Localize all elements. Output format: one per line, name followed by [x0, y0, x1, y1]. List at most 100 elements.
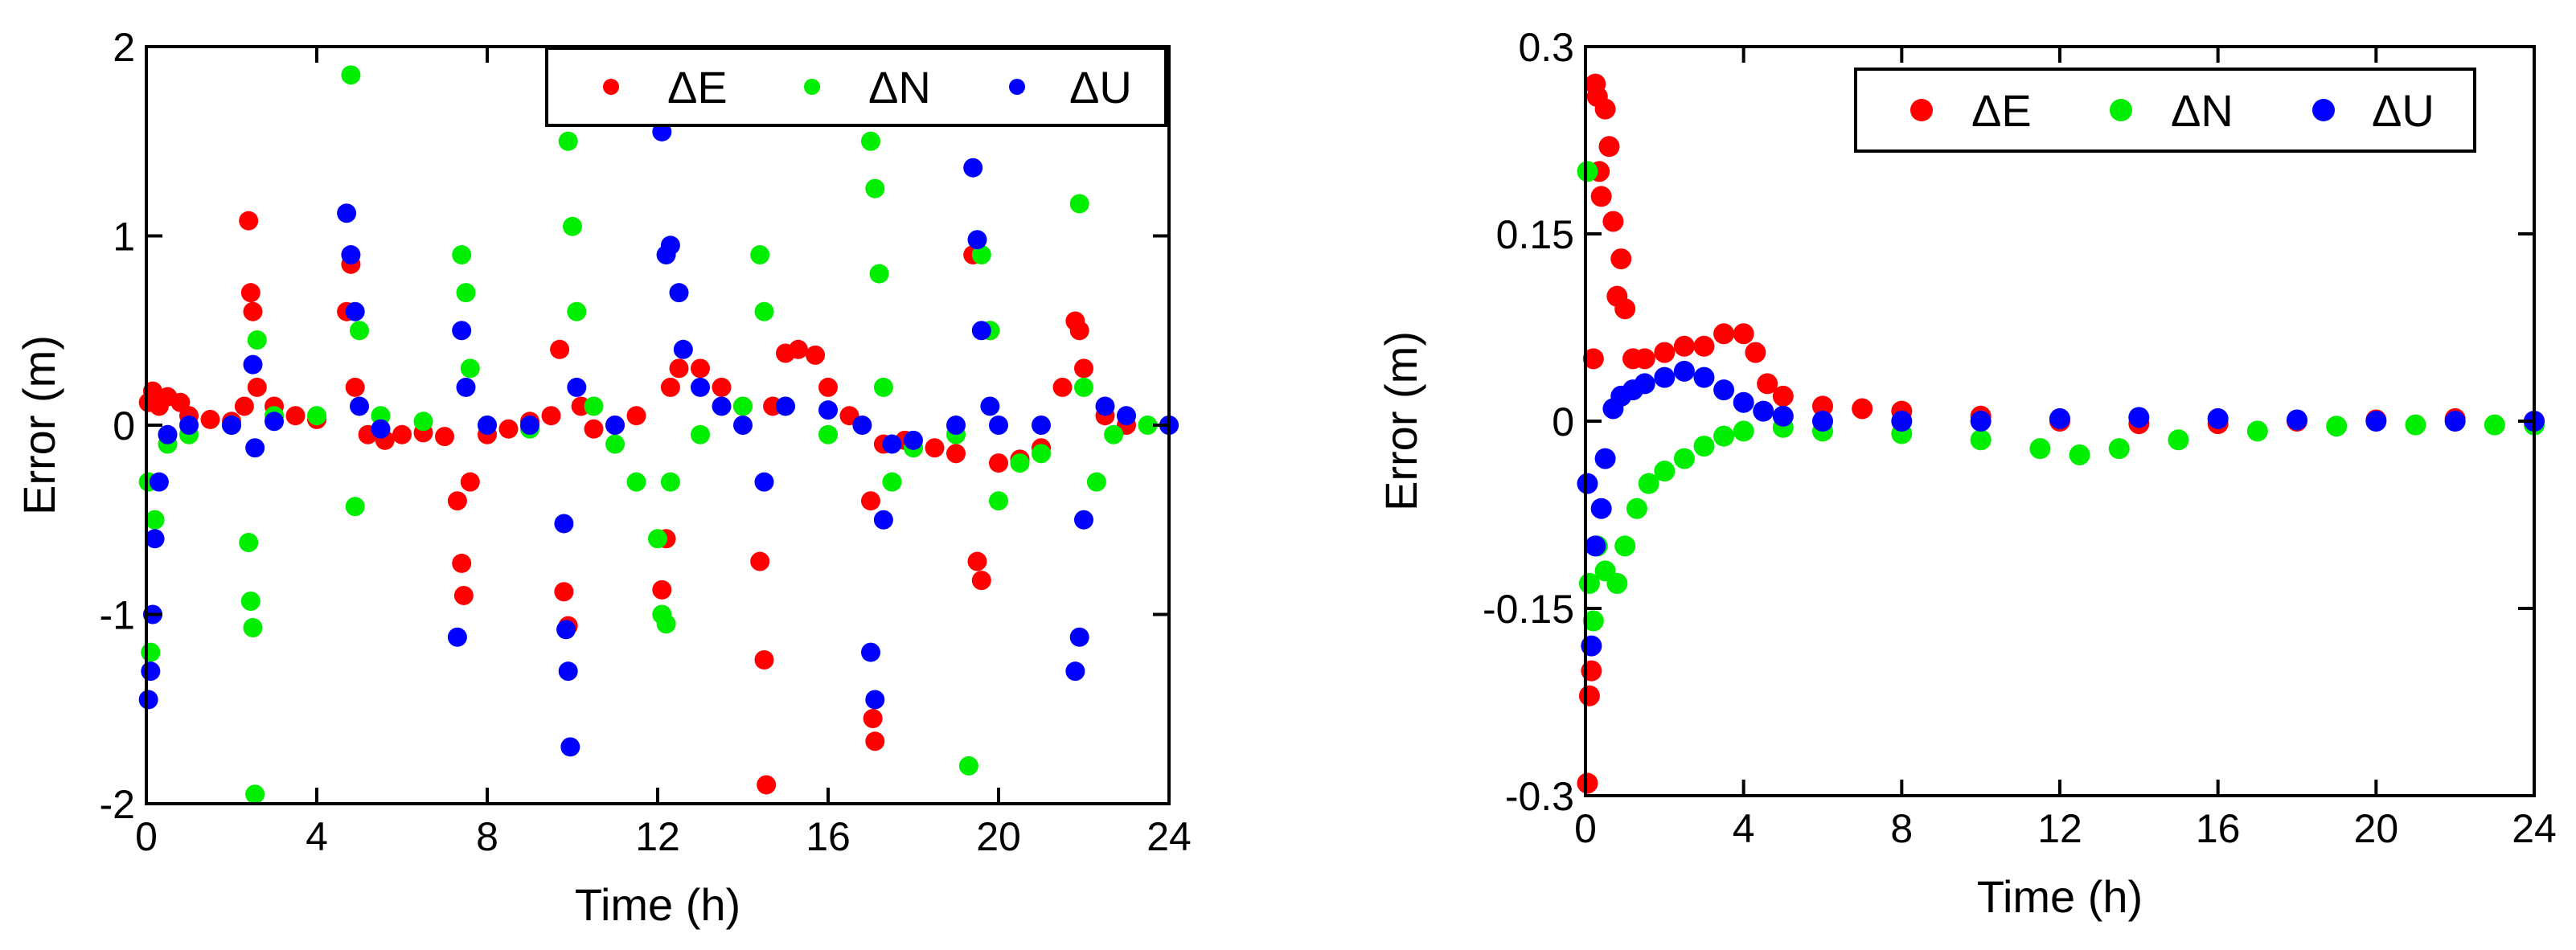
left-y-tick-label: 2 — [113, 25, 135, 70]
left-point-dn — [456, 283, 476, 303]
right-point-de — [1733, 323, 1754, 345]
left-x-tick-label: 24 — [1146, 814, 1192, 859]
left-point-dn — [861, 131, 880, 151]
right-x-axis-label: Time (h) — [1977, 871, 2143, 922]
left-point-du — [946, 416, 966, 435]
left-point-dn — [648, 529, 667, 549]
left-point-du — [963, 158, 983, 178]
right-x-tick-label: 0 — [1574, 806, 1597, 851]
right-points — [1577, 73, 2545, 794]
right-point-de — [1610, 248, 1632, 270]
left-point-de — [863, 709, 883, 729]
left-point-de — [239, 211, 259, 231]
right-point-dn — [2168, 429, 2189, 451]
right-point-du — [1693, 366, 1715, 388]
right-point-dn — [2484, 414, 2505, 436]
left-point-du — [1095, 396, 1115, 416]
right-y-tick-label: -0.15 — [1483, 587, 1574, 632]
right-point-dn — [1970, 429, 1991, 451]
left-point-dn — [240, 592, 260, 612]
left-y-tick-label: 1 — [113, 215, 135, 260]
left-point-du — [861, 642, 880, 662]
right-legend-box — [1854, 68, 2476, 153]
left-point-dn — [818, 424, 838, 444]
left-point-du — [447, 627, 467, 647]
right-y-tick-label: 0.15 — [1496, 212, 1574, 257]
right-y-axis-label: Error (m) — [1376, 331, 1426, 511]
left-point-de — [498, 419, 519, 439]
left-point-de — [247, 377, 267, 397]
right-point-du — [2365, 411, 2387, 432]
left-point-de — [345, 377, 365, 397]
left-legend-marker-de — [603, 79, 619, 95]
right-point-du — [1772, 405, 1794, 427]
left-point-du — [669, 283, 689, 303]
right-point-dn — [2405, 414, 2426, 436]
left-point-de — [626, 406, 646, 426]
right-point-dn — [1693, 436, 1715, 457]
left-point-de — [806, 345, 826, 365]
right-point-de — [1578, 685, 1600, 706]
right-point-de — [1634, 348, 1655, 370]
left-point-de — [452, 553, 472, 573]
left-point-du — [873, 510, 893, 530]
left-point-du — [158, 424, 178, 444]
left-point-du — [371, 419, 391, 439]
right-point-du — [1590, 498, 1612, 519]
left-point-du — [245, 438, 265, 458]
right-legend-marker-de — [1910, 99, 1933, 121]
right-point-du — [1812, 411, 1833, 432]
left-point-dn — [350, 321, 369, 341]
left-point-de — [1069, 321, 1089, 341]
right-point-de — [1745, 342, 1766, 363]
left-point-dn — [413, 412, 433, 432]
right-y-tick-label: 0 — [1552, 399, 1574, 444]
left-point-de — [234, 396, 254, 416]
left-plot-area — [145, 45, 1171, 805]
left-point-du — [560, 737, 580, 757]
left-point-du — [818, 400, 838, 420]
left-point-de — [453, 585, 474, 605]
right-legend-marker-dn — [2110, 99, 2132, 121]
left-point-dn — [460, 358, 480, 379]
left-point-du — [660, 235, 680, 256]
left-point-de — [818, 377, 838, 397]
left-point-du — [904, 430, 923, 450]
right-point-du — [1713, 379, 1735, 401]
left-point-de — [392, 424, 412, 444]
right-point-de — [1757, 373, 1778, 395]
right-point-dn — [1638, 473, 1659, 494]
left-point-du — [1117, 406, 1136, 426]
left-point-du — [1065, 661, 1085, 682]
left-point-dn — [869, 264, 889, 284]
right-ticks — [1584, 45, 2536, 797]
right-x-tick-label: 12 — [2037, 806, 2082, 851]
left-point-du — [456, 377, 476, 397]
left-point-dn — [656, 614, 676, 634]
left-point-de — [861, 491, 880, 511]
left-point-de — [967, 551, 987, 571]
right-point-du — [1654, 366, 1676, 388]
left-point-de — [925, 438, 945, 458]
right-legend: ΔE ΔN ΔU — [1854, 68, 2476, 153]
left-point-dn — [1074, 377, 1093, 397]
right-point-de — [1598, 136, 1620, 158]
left-point-dn — [660, 472, 680, 492]
left-point-du — [980, 396, 1000, 416]
right-point-dn — [1713, 425, 1735, 447]
left-point-dn — [1032, 444, 1051, 464]
left-point-dn — [1104, 424, 1124, 444]
right-point-de — [1582, 348, 1604, 370]
left-point-dn — [307, 406, 326, 426]
left-point-dn — [1138, 416, 1158, 435]
left-point-de — [660, 377, 680, 397]
left-point-dn — [958, 755, 978, 776]
right-point-du — [1753, 400, 1774, 422]
right-point-de — [1673, 335, 1695, 357]
left-point-du — [265, 412, 284, 432]
right-point-de — [1577, 772, 1598, 794]
left-x-tick-label: 16 — [806, 814, 851, 859]
right-point-dn — [1577, 161, 1598, 182]
right-point-de — [1713, 323, 1735, 345]
